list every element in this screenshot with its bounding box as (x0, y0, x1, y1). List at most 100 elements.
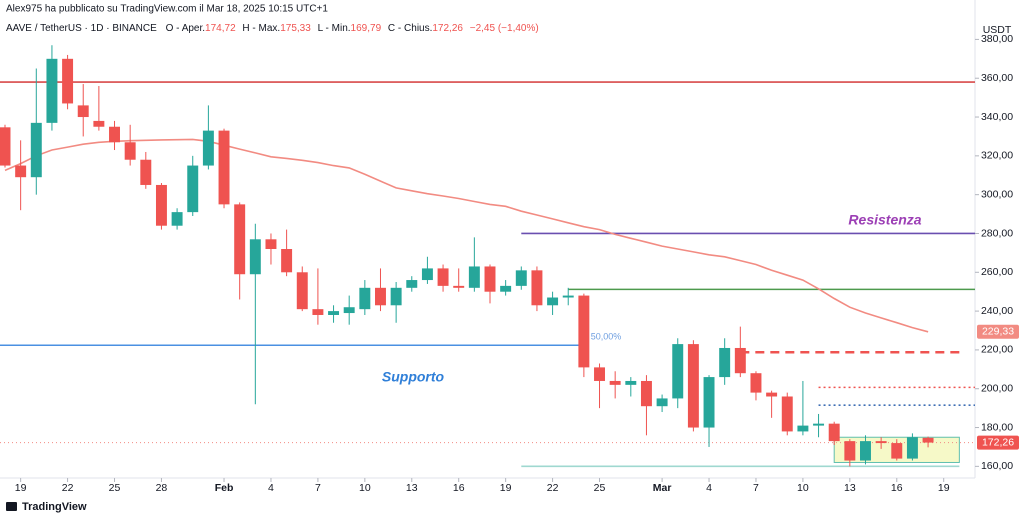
ohlc-name: L - Min. (318, 23, 351, 34)
candle-body (15, 165, 27, 178)
candle-body (234, 204, 246, 275)
x-tick-label: 7 (315, 482, 321, 494)
candle-body (625, 380, 637, 385)
x-tick-label: 22 (547, 482, 559, 494)
resistance-label: Resistenza (848, 212, 921, 228)
candle-body (781, 396, 793, 432)
ohlc-name: C - Chius. (388, 23, 432, 34)
x-tick-label: 25 (594, 482, 606, 494)
candle-body (922, 437, 934, 443)
candle-body (891, 443, 903, 459)
candle-body (750, 373, 762, 393)
candle-body (906, 437, 918, 459)
ohlc-value: 175,33 (280, 23, 311, 34)
y-tick-label: 280,00 (981, 227, 1013, 239)
candle-body (0, 127, 11, 166)
y-tick-label: 300,00 (981, 188, 1013, 200)
candle-body (875, 441, 887, 444)
y-tick-label: 200,00 (981, 383, 1013, 395)
candle-body (594, 367, 605, 381)
candle-body (265, 239, 277, 249)
x-tick-label: 13 (406, 482, 418, 494)
axis-unit: USDT (983, 24, 1012, 36)
y-tick-label: 320,00 (981, 150, 1013, 162)
candle-body (437, 268, 449, 286)
price-tag-label: 229,33 (982, 326, 1014, 338)
x-tick-label: 16 (453, 482, 465, 494)
candle-body (703, 377, 715, 428)
candle-body (734, 347, 746, 374)
plot (0, 45, 975, 468)
candle-body (547, 297, 559, 306)
candle-body (218, 130, 230, 205)
support-label: Supporto (382, 369, 445, 385)
fib-label: 50,00% (591, 331, 622, 341)
candle-body (828, 423, 840, 442)
candle-body (656, 398, 668, 407)
x-tick-label: 4 (268, 482, 274, 494)
candle-body (453, 285, 465, 288)
candle-body (281, 249, 293, 273)
candle-body (343, 307, 355, 314)
x-tick-label: Mar (653, 482, 672, 494)
ohlc-name: H - Max. (242, 23, 280, 34)
candle-body (359, 287, 371, 310)
candle-body (719, 347, 731, 378)
x-tick-label: 13 (844, 482, 856, 494)
candle-body (406, 280, 418, 288)
ohlc-value: 174,72 (205, 23, 236, 34)
x-tick-label: 16 (891, 482, 903, 494)
change: −2,45 (−1,40%) (470, 23, 539, 34)
candle-body (202, 130, 214, 166)
candle-body (468, 266, 480, 288)
candle-body (813, 423, 825, 426)
candle-body (375, 287, 386, 306)
candle-body (860, 441, 871, 461)
x-tick-label: 7 (753, 482, 759, 494)
candle-body (109, 126, 120, 143)
candle-body (484, 266, 496, 292)
candle-body (797, 425, 809, 432)
brand-name: TradingView (22, 501, 87, 513)
y-tick-label: 220,00 (981, 344, 1013, 356)
candle-body (578, 295, 590, 368)
x-tick-label: 25 (109, 482, 121, 494)
x-tick-label: 28 (156, 482, 168, 494)
candle-body (249, 239, 261, 275)
x-tick-label: 4 (706, 482, 712, 494)
candle-body (77, 105, 89, 118)
candle-body (93, 120, 105, 127)
candle-body (766, 392, 778, 397)
candle-body (609, 380, 621, 385)
y-tick-label: 360,00 (981, 72, 1013, 84)
candle-body (155, 184, 167, 226)
candle-body (672, 344, 684, 399)
candle-body (46, 58, 58, 123)
price-tag (977, 324, 1019, 339)
candle-body (687, 344, 699, 428)
candle-body (421, 268, 433, 281)
candle-body (844, 441, 856, 461)
y-tick-label: 260,00 (981, 266, 1013, 278)
candle-body (62, 58, 74, 104)
candle-body (296, 272, 308, 310)
candle-body (140, 159, 152, 185)
candle-body (328, 311, 340, 315)
candle-body (30, 122, 42, 178)
ohlc-value: 172,26 (432, 23, 463, 34)
candle-body (500, 285, 512, 292)
symbol: AAVE / TetherUS · 1D · BINANCE (6, 23, 157, 34)
x-tick-label: 22 (62, 482, 74, 494)
legend-line: AAVE / TetherUS · 1D · BINANCE O - Aper.… (6, 23, 539, 34)
candle-body (515, 270, 527, 286)
author-line: Alex975 ha pubblicato su TradingView.com… (6, 4, 328, 15)
x-tick-label: 19 (938, 482, 950, 494)
x-tick-label: Feb (215, 482, 234, 494)
candle-body (562, 295, 574, 298)
x-tick-label: 10 (359, 482, 371, 494)
candle-body (640, 380, 652, 407)
brand-logo (6, 502, 17, 511)
price-tag-label: 172,26 (982, 436, 1014, 448)
